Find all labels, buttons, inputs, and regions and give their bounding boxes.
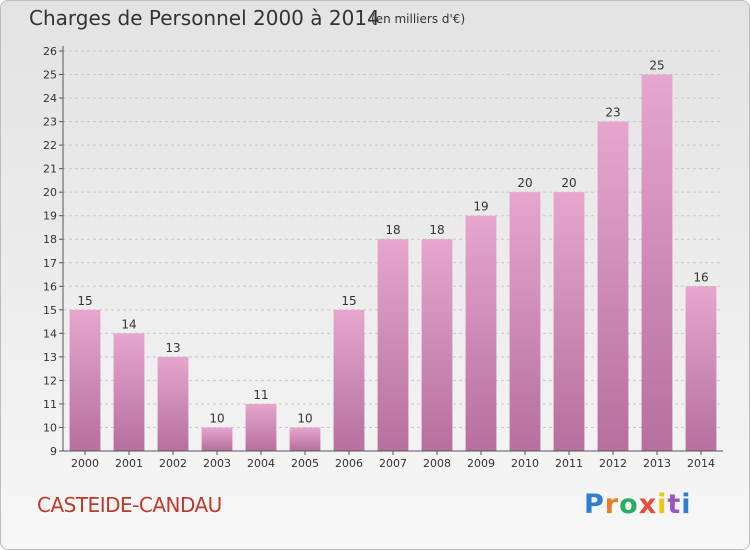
y-tick-label: 26 xyxy=(43,45,57,58)
logo-letter: x xyxy=(638,489,658,520)
bar xyxy=(465,215,497,451)
x-tick-label: 2006 xyxy=(335,457,363,470)
logo-letter: i xyxy=(657,489,668,520)
data-label: 19 xyxy=(473,200,488,214)
bars: 15 14 13 10 11 10 15 18 18 19 20 20 23 25 16 xyxy=(69,59,717,452)
bar xyxy=(201,427,233,451)
y-tick-label: 25 xyxy=(43,69,57,82)
y-tick-label: 24 xyxy=(43,92,57,105)
bar xyxy=(685,286,717,451)
logo-letter: i xyxy=(681,489,692,520)
data-label: 20 xyxy=(517,176,532,190)
data-label: 15 xyxy=(341,294,356,308)
y-tick-label: 17 xyxy=(43,257,57,270)
data-label: 13 xyxy=(165,341,180,355)
x-tick-label: 2009 xyxy=(467,457,495,470)
data-label: 18 xyxy=(385,223,400,237)
y-tick-label: 18 xyxy=(43,233,57,246)
data-label: 20 xyxy=(561,176,576,190)
bar xyxy=(245,403,277,451)
x-tick-label: 2011 xyxy=(555,457,583,470)
x-tick-label: 2012 xyxy=(599,457,627,470)
x-tick-label: 2014 xyxy=(687,457,715,470)
bar xyxy=(509,192,541,452)
data-label: 15 xyxy=(77,294,92,308)
bar xyxy=(289,427,321,451)
y-tick-label: 12 xyxy=(43,374,57,387)
data-label: 11 xyxy=(253,388,268,402)
logo-letter: P xyxy=(584,489,605,520)
y-tick-label: 13 xyxy=(43,351,57,364)
y-tick-label: 19 xyxy=(43,210,57,223)
x-tick-label: 2005 xyxy=(291,457,319,470)
proxiti-logo: Proxiti xyxy=(584,489,692,520)
bar xyxy=(157,356,189,451)
y-tick-label: 10 xyxy=(43,421,57,434)
data-label: 10 xyxy=(209,411,224,425)
data-label: 14 xyxy=(121,317,136,331)
place-name: CASTEIDE-CANDAU xyxy=(37,493,222,517)
x-tick-label: 2013 xyxy=(643,457,671,470)
bar xyxy=(553,192,585,452)
bar xyxy=(377,239,409,451)
chart-subtitle: (en milliers d'€) xyxy=(371,12,466,26)
x-tick-label: 2008 xyxy=(423,457,451,470)
chart-title: Charges de Personnel 2000 à 2014 xyxy=(29,6,380,30)
x-tick-label: 2010 xyxy=(511,457,539,470)
y-tick-label: 22 xyxy=(43,139,57,152)
bar xyxy=(421,239,453,451)
y-tick-label: 16 xyxy=(43,280,57,293)
x-tick-label: 2007 xyxy=(379,457,407,470)
y-tick-label: 11 xyxy=(43,398,57,411)
data-label: 10 xyxy=(297,411,312,425)
bar xyxy=(597,121,629,452)
y-tick-label: 23 xyxy=(43,116,57,129)
bar xyxy=(69,309,101,451)
data-label: 16 xyxy=(693,270,708,284)
axes: 9 10 11 12 13 14 15 16 17 18 19 20 21 22 23 24 25 26 2000 2… xyxy=(43,45,723,470)
bar xyxy=(113,333,145,451)
y-tick-label: 15 xyxy=(43,304,57,317)
y-tick-label: 14 xyxy=(43,327,57,340)
x-tick-label: 2002 xyxy=(159,457,187,470)
x-tick-label: 2004 xyxy=(247,457,275,470)
data-label: 18 xyxy=(429,223,444,237)
x-tick-label: 2003 xyxy=(203,457,231,470)
bar xyxy=(333,309,365,451)
x-tick-label: 2001 xyxy=(115,457,143,470)
y-tick-label: 20 xyxy=(43,186,57,199)
y-tick-label: 9 xyxy=(50,445,57,458)
logo-letter: o xyxy=(619,489,639,520)
data-label: 25 xyxy=(649,59,664,73)
bar xyxy=(641,74,673,451)
y-tick-label: 21 xyxy=(43,163,57,176)
x-tick-label: 2000 xyxy=(71,457,99,470)
data-label: 23 xyxy=(605,106,620,120)
logo-letter: r xyxy=(604,489,620,520)
logo-letter: t xyxy=(667,489,682,520)
